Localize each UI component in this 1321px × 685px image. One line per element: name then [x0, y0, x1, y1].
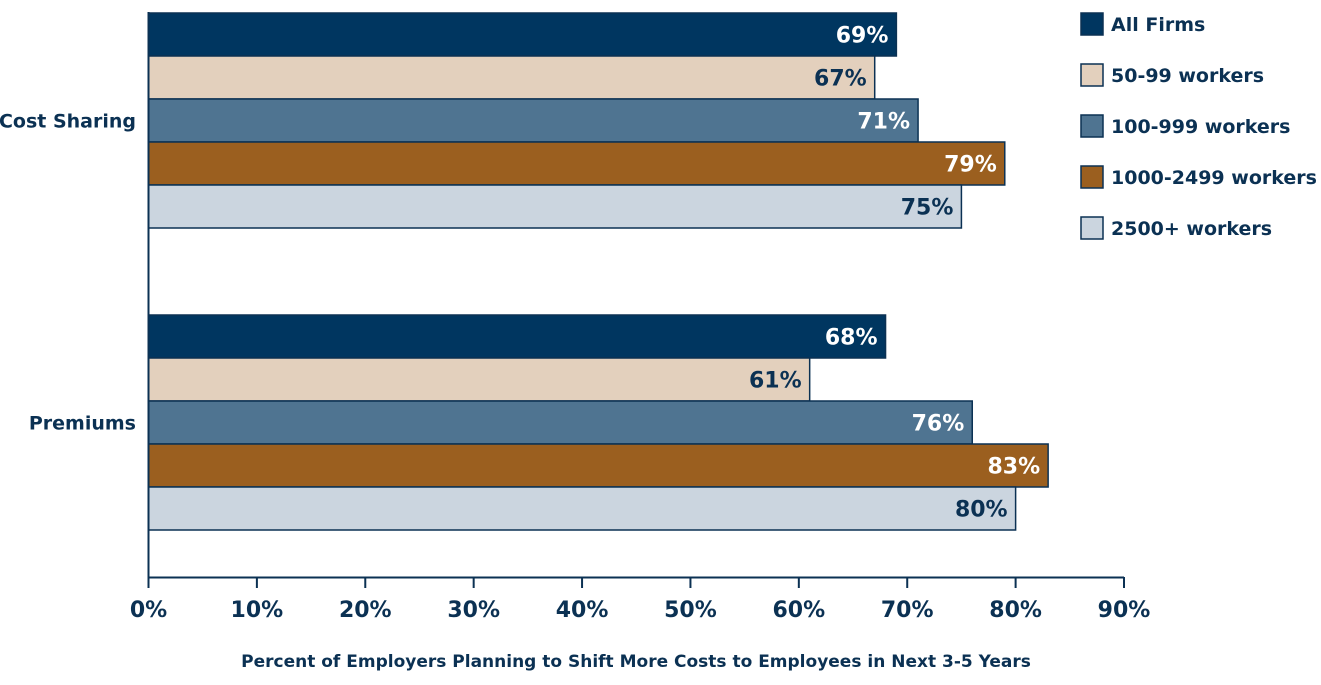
bar	[147, 98, 919, 143]
tick-label: 80%	[989, 598, 1042, 623]
data-label: 80%	[955, 498, 1008, 523]
data-label: 75%	[901, 196, 954, 221]
data-label: 68%	[825, 326, 878, 351]
data-label: 69%	[836, 24, 889, 49]
category-label: Cost Sharing	[0, 111, 136, 133]
legend-label: 2500+ workers	[1111, 218, 1272, 240]
legend-label: 50-99 workers	[1111, 65, 1264, 87]
legend-label: 1000-2499 workers	[1111, 167, 1317, 189]
x-axis-title: Percent of Employers Planning to Shift M…	[241, 652, 1031, 672]
legend-swatch	[1080, 165, 1104, 189]
data-label: 83%	[987, 455, 1040, 480]
legend-label: 100-999 workers	[1111, 116, 1291, 138]
tick-label: 90%	[1098, 598, 1151, 623]
bar	[147, 184, 963, 229]
bar	[147, 141, 1006, 186]
bar	[147, 12, 898, 57]
axes: 0% 10% 20% 30% 40% 50% 60% 70% 80% 90%	[130, 12, 1151, 623]
legend-swatch	[1080, 216, 1104, 240]
category-label: Premiums	[29, 413, 136, 435]
data-label: 71%	[857, 110, 910, 135]
tick-label: 50%	[664, 598, 717, 623]
data-label: 67%	[814, 67, 867, 92]
tick-label: 10%	[231, 598, 284, 623]
bar	[147, 400, 974, 445]
bar	[147, 314, 887, 359]
legend-label: All Firms	[1111, 14, 1205, 36]
tick-label: 60%	[772, 598, 825, 623]
legend-swatch	[1080, 12, 1104, 36]
data-label: 79%	[944, 153, 997, 178]
tick-label: 30%	[447, 598, 500, 623]
tick-label: 70%	[881, 598, 934, 623]
legend-swatch	[1080, 63, 1104, 87]
bar	[147, 486, 1017, 531]
legend: All Firms 50-99 workers 100-999 workers 100…	[1080, 12, 1317, 240]
bar	[147, 357, 811, 402]
tick-label: 20%	[339, 598, 392, 623]
tick-label: 0%	[130, 598, 167, 623]
data-label: 76%	[912, 412, 965, 437]
legend-swatch	[1080, 114, 1104, 138]
tick-label: 40%	[556, 598, 609, 623]
bar	[147, 443, 1049, 488]
category-labels: Cost Sharing Premiums	[0, 111, 136, 435]
x-ticks: 0% 10% 20% 30% 40% 50% 60% 70% 80% 90%	[130, 577, 1151, 623]
data-label: 61%	[749, 369, 802, 394]
bar	[147, 55, 876, 100]
bars-layer: 69% 67% 71% 79% 75% 68% 61% 76% 83% 80%	[147, 12, 1049, 531]
